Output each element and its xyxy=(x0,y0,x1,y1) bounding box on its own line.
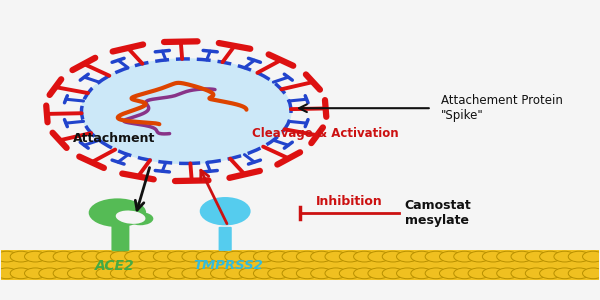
Circle shape xyxy=(139,268,161,279)
Circle shape xyxy=(0,251,17,262)
Circle shape xyxy=(568,251,590,262)
Circle shape xyxy=(82,268,103,279)
Text: Attachement Protein
"Spike": Attachement Protein "Spike" xyxy=(440,94,563,122)
Circle shape xyxy=(82,251,103,262)
Circle shape xyxy=(182,251,203,262)
Circle shape xyxy=(110,268,132,279)
Circle shape xyxy=(397,251,418,262)
Circle shape xyxy=(67,268,89,279)
Circle shape xyxy=(454,251,475,262)
Circle shape xyxy=(454,268,475,279)
Circle shape xyxy=(439,251,461,262)
Circle shape xyxy=(296,251,318,262)
Circle shape xyxy=(10,268,32,279)
Circle shape xyxy=(368,268,389,279)
Circle shape xyxy=(53,268,74,279)
Circle shape xyxy=(397,268,418,279)
Circle shape xyxy=(0,268,17,279)
Circle shape xyxy=(568,268,590,279)
Circle shape xyxy=(268,251,289,262)
Circle shape xyxy=(211,251,232,262)
Circle shape xyxy=(125,268,146,279)
Circle shape xyxy=(554,251,575,262)
Circle shape xyxy=(127,212,154,225)
Text: Attachment: Attachment xyxy=(73,132,155,145)
Circle shape xyxy=(139,251,161,262)
FancyBboxPatch shape xyxy=(1,250,599,280)
Circle shape xyxy=(468,251,490,262)
Circle shape xyxy=(153,251,175,262)
Circle shape xyxy=(511,251,533,262)
Circle shape xyxy=(225,251,247,262)
Circle shape xyxy=(311,268,332,279)
Circle shape xyxy=(125,251,146,262)
Circle shape xyxy=(82,59,291,164)
Circle shape xyxy=(167,251,189,262)
Circle shape xyxy=(497,268,518,279)
Circle shape xyxy=(211,268,232,279)
Circle shape xyxy=(282,268,304,279)
Circle shape xyxy=(153,268,175,279)
Circle shape xyxy=(196,268,218,279)
Circle shape xyxy=(296,268,318,279)
FancyBboxPatch shape xyxy=(112,222,130,251)
Circle shape xyxy=(96,268,118,279)
Circle shape xyxy=(167,268,189,279)
Circle shape xyxy=(253,268,275,279)
Circle shape xyxy=(239,251,260,262)
Circle shape xyxy=(382,251,404,262)
Circle shape xyxy=(182,268,203,279)
Circle shape xyxy=(554,268,575,279)
Circle shape xyxy=(497,251,518,262)
Circle shape xyxy=(583,268,600,279)
Circle shape xyxy=(353,268,375,279)
Circle shape xyxy=(196,251,218,262)
Circle shape xyxy=(39,268,61,279)
Circle shape xyxy=(482,268,504,279)
Circle shape xyxy=(411,251,433,262)
Text: Camostat
mesylate: Camostat mesylate xyxy=(405,199,472,227)
Circle shape xyxy=(325,251,347,262)
Text: Inhibition: Inhibition xyxy=(316,195,383,208)
Circle shape xyxy=(382,268,404,279)
Circle shape xyxy=(268,268,289,279)
Circle shape xyxy=(439,268,461,279)
Circle shape xyxy=(583,251,600,262)
Circle shape xyxy=(368,251,389,262)
Circle shape xyxy=(96,251,118,262)
Circle shape xyxy=(425,251,447,262)
Ellipse shape xyxy=(200,197,251,225)
Circle shape xyxy=(539,268,561,279)
Circle shape xyxy=(39,251,61,262)
Circle shape xyxy=(67,251,89,262)
Circle shape xyxy=(311,251,332,262)
Circle shape xyxy=(482,251,504,262)
Circle shape xyxy=(340,251,361,262)
Text: Cleavage & Activation: Cleavage & Activation xyxy=(252,127,399,140)
Circle shape xyxy=(539,251,561,262)
Circle shape xyxy=(511,268,533,279)
Circle shape xyxy=(468,268,490,279)
Circle shape xyxy=(10,251,32,262)
Circle shape xyxy=(239,268,260,279)
Circle shape xyxy=(89,198,146,227)
Circle shape xyxy=(225,268,247,279)
Circle shape xyxy=(353,251,375,262)
Ellipse shape xyxy=(116,211,145,224)
Circle shape xyxy=(53,251,74,262)
Text: TMPRSS2: TMPRSS2 xyxy=(193,259,263,272)
Text: ACE2: ACE2 xyxy=(95,259,134,273)
Circle shape xyxy=(425,268,447,279)
Circle shape xyxy=(411,268,433,279)
FancyBboxPatch shape xyxy=(218,227,232,251)
Circle shape xyxy=(25,251,46,262)
Circle shape xyxy=(25,268,46,279)
Circle shape xyxy=(110,251,132,262)
Circle shape xyxy=(526,268,547,279)
Circle shape xyxy=(526,251,547,262)
Circle shape xyxy=(325,268,347,279)
Circle shape xyxy=(282,251,304,262)
Circle shape xyxy=(340,268,361,279)
Circle shape xyxy=(253,251,275,262)
